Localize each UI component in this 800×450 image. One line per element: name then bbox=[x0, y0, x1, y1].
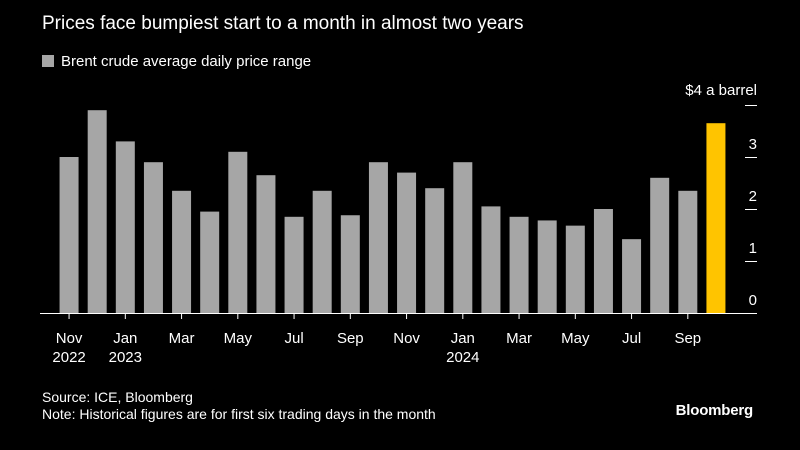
bar bbox=[59, 157, 79, 313]
x-tick-label: Jul bbox=[285, 330, 304, 347]
x-tick-label: Jan bbox=[113, 330, 137, 347]
x-tick-year-label: 2024 bbox=[446, 349, 479, 366]
legend-label: Brent crude average daily price range bbox=[61, 52, 312, 70]
x-tick-label: Nov bbox=[393, 330, 420, 347]
bar bbox=[256, 175, 276, 313]
bar bbox=[172, 190, 192, 313]
bar bbox=[87, 110, 107, 313]
bar bbox=[565, 225, 585, 313]
methodology-note: Note: Historical figures are for first s… bbox=[42, 406, 436, 422]
x-tick-label: May bbox=[561, 330, 590, 347]
x-tick-label: Sep bbox=[674, 330, 701, 347]
bar bbox=[143, 162, 163, 313]
x-tick-label: Sep bbox=[337, 330, 364, 347]
bar bbox=[284, 216, 304, 313]
bar bbox=[481, 206, 501, 313]
x-tick-label: Jan bbox=[451, 330, 475, 347]
footer: Source: ICE, Bloomberg Note: Historical … bbox=[42, 389, 436, 423]
y-tick-label: $4 a barrel bbox=[685, 82, 757, 99]
bar bbox=[650, 177, 670, 313]
bar bbox=[340, 215, 360, 313]
bar bbox=[509, 216, 529, 313]
bar bbox=[368, 162, 388, 313]
bar bbox=[622, 239, 642, 313]
bar bbox=[453, 162, 473, 313]
bar bbox=[200, 211, 220, 313]
bar bbox=[397, 172, 417, 313]
source-note: Source: ICE, Bloomberg bbox=[42, 389, 193, 405]
bar bbox=[312, 190, 332, 313]
x-tick-year-label: 2022 bbox=[52, 349, 85, 366]
bar bbox=[115, 141, 135, 313]
y-tick-label: 2 bbox=[749, 188, 757, 205]
x-tick-label: Jul bbox=[622, 330, 641, 347]
x-tick-label: Mar bbox=[506, 330, 532, 347]
x-tick-label: Mar bbox=[169, 330, 195, 347]
legend-swatch bbox=[42, 55, 54, 67]
bloomberg-logo: Bloomberg bbox=[675, 402, 754, 419]
y-tick-label: 0 bbox=[749, 292, 757, 309]
bar bbox=[593, 209, 613, 313]
bar bbox=[228, 151, 248, 313]
bar bbox=[425, 188, 445, 313]
x-tick-label: Nov bbox=[56, 330, 83, 347]
x-tick-label: May bbox=[224, 330, 253, 347]
legend: Brent crude average daily price range bbox=[42, 52, 311, 70]
bar-highlight bbox=[706, 123, 726, 313]
bar bbox=[537, 220, 557, 313]
y-tick-label: 3 bbox=[749, 136, 757, 153]
x-tick-year-label: 2023 bbox=[109, 349, 142, 366]
bar bbox=[678, 190, 698, 313]
chart-title: Prices face bumpiest start to a month in… bbox=[42, 13, 524, 34]
y-tick-label: 1 bbox=[749, 240, 757, 257]
